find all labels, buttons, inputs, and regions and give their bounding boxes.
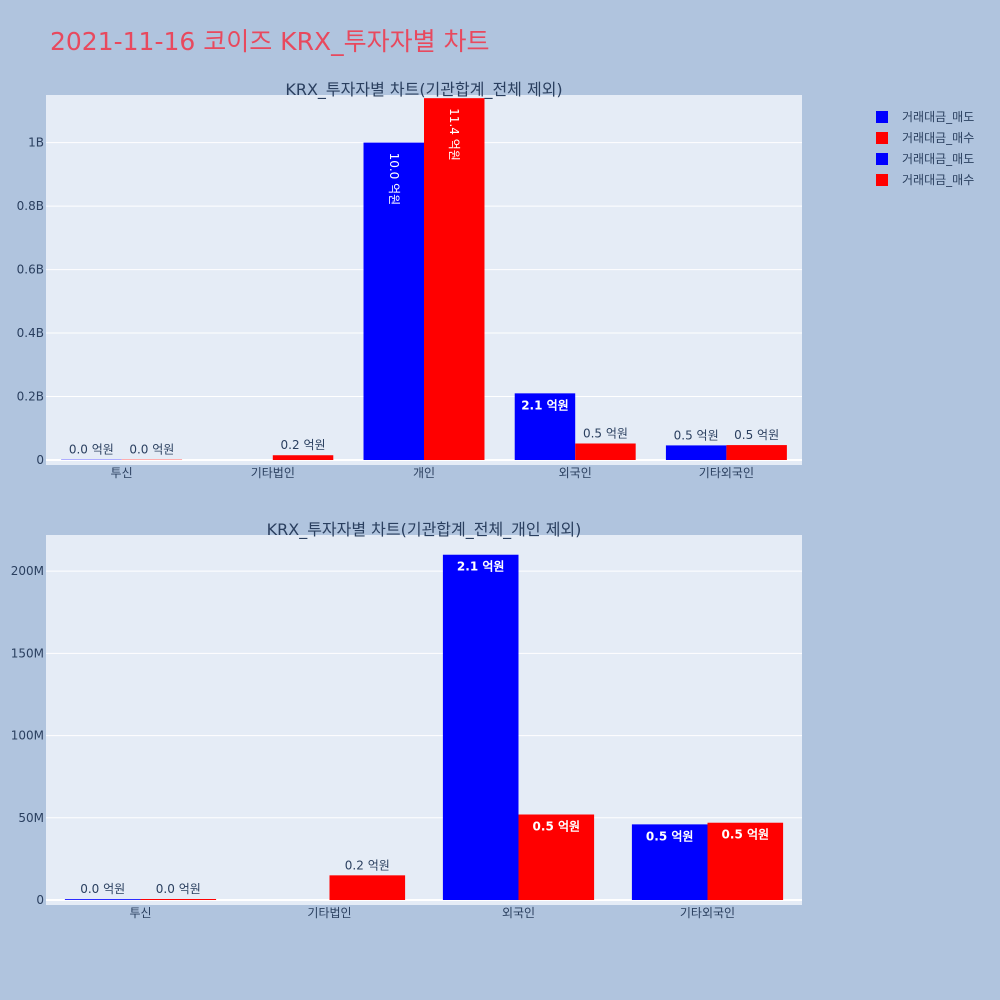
bar-value-label: 10.0 억원	[387, 153, 401, 206]
x-tick-label: 기타법인	[307, 906, 351, 920]
legend-item-sell[interactable]: 거래대금_매도	[876, 106, 974, 127]
legend-label: 거래대금_매수	[902, 173, 975, 187]
bar-sell	[514, 393, 576, 460]
chart-title-1: KRX_투자자별 차트(기관합계_전체 제외)	[285, 80, 562, 100]
x-tick-label: 외국인	[502, 906, 535, 920]
bar-buy	[575, 443, 636, 460]
y-tick-label: 0.2B	[17, 390, 44, 404]
bar-sell	[442, 554, 519, 900]
bar-value-label: 0.5 억원	[734, 428, 779, 442]
bar-value-label: 0.5 억원	[646, 829, 694, 843]
y-tick-label: 1B	[28, 136, 44, 150]
bar-value-label: 0.5 억원	[533, 820, 581, 834]
legend-swatch-buy	[876, 173, 888, 186]
bar-buy	[329, 875, 406, 900]
legend-swatch-buy	[876, 131, 888, 144]
y-tick-label: 0.4B	[17, 326, 44, 340]
x-tick-label: 투신	[129, 906, 151, 920]
y-tick-label: 150M	[11, 646, 44, 660]
bar-value-label: 0.5 억원	[722, 828, 770, 842]
legend-label: 거래대금_매수	[902, 131, 975, 145]
x-tick-label: 투신	[111, 466, 133, 480]
bar-value-label: 0.5 억원	[583, 426, 628, 440]
bar-value-label: 0.0 억원	[129, 443, 174, 457]
bar-sell	[64, 899, 141, 900]
chart-title-2: KRX_투자자별 차트(기관합계_전체_개인 제외)	[267, 520, 582, 540]
bar-value-label: 0.0 억원	[69, 443, 114, 457]
x-tick-label: 기타외국인	[680, 906, 735, 920]
legend-swatch-sell	[876, 152, 888, 165]
y-tick-label: 0	[36, 893, 44, 907]
x-tick-label: 기타외국인	[699, 466, 754, 480]
legend: 거래대금_매도 거래대금_매수 거래대금_매도 거래대금_매수	[876, 106, 974, 190]
bar-buy	[518, 814, 595, 900]
bar-value-label: 0.0 억원	[80, 882, 125, 896]
bar-value-label: 2.1 억원	[457, 560, 505, 574]
legend-label: 거래대금_매도	[902, 152, 975, 166]
bar-buy	[140, 899, 217, 900]
bar-value-label: 11.4 억원	[447, 108, 461, 161]
legend-item-buy[interactable]: 거래대금_매수	[876, 127, 974, 148]
y-tick-label: 0	[36, 453, 44, 467]
bar-value-label: 0.2 억원	[345, 858, 390, 872]
legend-swatch-sell	[876, 110, 888, 123]
bar-sell	[665, 445, 727, 460]
y-tick-label: 0.6B	[17, 263, 44, 277]
y-tick-label: 100M	[11, 729, 44, 743]
bar-value-label: 0.5 억원	[674, 428, 719, 442]
legend-label: 거래대금_매도	[902, 110, 975, 124]
x-tick-label: 개인	[413, 466, 435, 480]
page-title: 2021-11-16 코이즈 KRX_투자자별 차트	[50, 27, 490, 56]
legend-item-sell-2[interactable]: 거래대금_매도	[876, 148, 974, 169]
y-tick-label: 0.8B	[17, 199, 44, 213]
bar-buy	[726, 445, 787, 460]
bar-buy	[707, 822, 784, 900]
bar-buy	[272, 455, 334, 460]
legend-item-buy-2[interactable]: 거래대금_매수	[876, 169, 974, 190]
bar-value-label: 0.0 억원	[156, 882, 201, 896]
bar-sell	[363, 142, 424, 460]
bar-value-label: 2.1 억원	[521, 398, 569, 412]
bar-value-label: 0.2 억원	[281, 438, 326, 452]
bar-buy	[424, 98, 485, 460]
bar-sell	[631, 824, 708, 900]
y-tick-label: 200M	[11, 564, 44, 578]
y-tick-label: 50M	[18, 811, 44, 825]
x-tick-label: 외국인	[559, 466, 592, 480]
x-tick-label: 기타법인	[251, 466, 295, 480]
